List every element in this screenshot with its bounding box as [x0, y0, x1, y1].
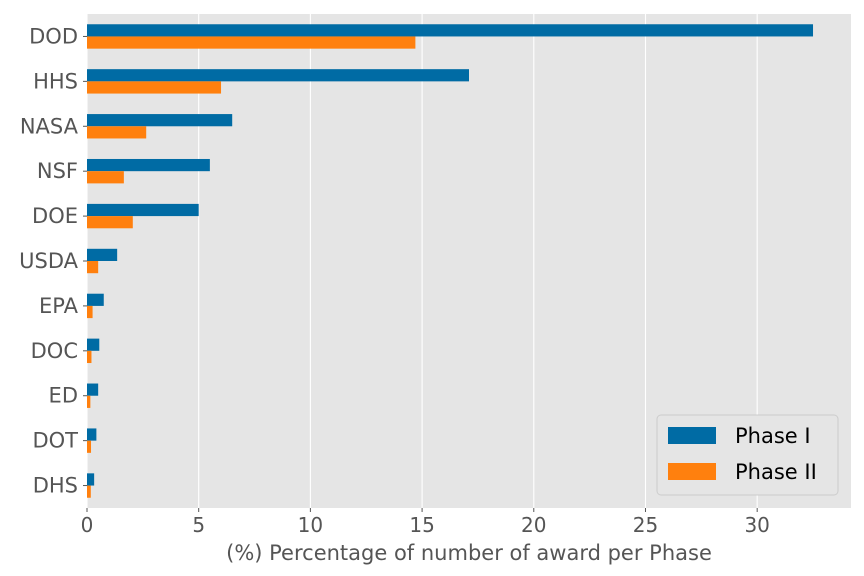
bar-epa-phase-2 [87, 305, 93, 319]
y-tick-label: USDA [19, 249, 79, 273]
y-tick-label: DOE [32, 204, 78, 228]
x-tick-label: 30 [744, 513, 769, 537]
x-tick-label: 25 [633, 513, 658, 537]
bar-nsf-phase-1 [87, 158, 210, 172]
y-tick-label: DOC [31, 339, 78, 363]
y-axis-ticks: DOD HHS NASA NSF DOE USDA EPA DOC ED DOT DHS [19, 24, 87, 498]
x-tick-label: 10 [298, 513, 323, 537]
y-tick-label: DOT [32, 429, 78, 453]
bar-dhs-phase-1 [87, 473, 95, 486]
y-tick-label: HHS [33, 69, 78, 93]
bar-dot-phase-1 [87, 428, 97, 441]
bar-hhs-phase-1 [87, 69, 469, 82]
bar-nasa-phase-1 [87, 114, 233, 127]
bars [87, 24, 814, 498]
y-tick-label: NSF [37, 159, 78, 183]
bar-doe-phase-1 [87, 203, 199, 217]
legend-swatch-phase-2 [668, 463, 716, 480]
legend-swatch-phase-1 [668, 427, 716, 444]
y-tick-label: DOD [29, 24, 78, 48]
bar-ed-phase-1 [87, 383, 99, 396]
x-tick-label: 0 [81, 513, 94, 537]
bar-dot-phase-2 [87, 440, 92, 453]
x-tick-label: 15 [409, 513, 434, 537]
legend-label-phase-2: Phase II [735, 460, 817, 484]
bar-dhs-phase-2 [87, 485, 91, 498]
bar-ed-phase-2 [87, 395, 91, 408]
legend: Phase I Phase II [656, 414, 839, 496]
x-axis-ticks: 0 5 10 15 20 25 30 [81, 508, 770, 537]
bar-doe-phase-2 [87, 216, 133, 229]
bar-doc-phase-1 [87, 338, 100, 351]
bar-dod-phase-2 [87, 36, 416, 49]
x-tick-label: 5 [192, 513, 205, 537]
y-tick-label: ED [49, 384, 78, 408]
y-tick-label: EPA [39, 294, 79, 318]
bar-nsf-phase-2 [87, 171, 124, 184]
bar-usda-phase-2 [87, 261, 99, 274]
y-tick-label: DHS [33, 474, 78, 498]
y-tick-label: NASA [20, 114, 79, 138]
x-axis-label: (%) Percentage of number of award per Ph… [226, 541, 712, 565]
bar-dod-phase-1 [87, 24, 814, 37]
legend-label-phase-1: Phase I [735, 424, 811, 448]
bar-nasa-phase-2 [87, 126, 147, 139]
x-tick-label: 20 [521, 513, 546, 537]
bar-usda-phase-1 [87, 248, 118, 261]
bar-hhs-phase-2 [87, 81, 222, 94]
bar-epa-phase-1 [87, 293, 104, 306]
bar-doc-phase-2 [87, 350, 92, 364]
